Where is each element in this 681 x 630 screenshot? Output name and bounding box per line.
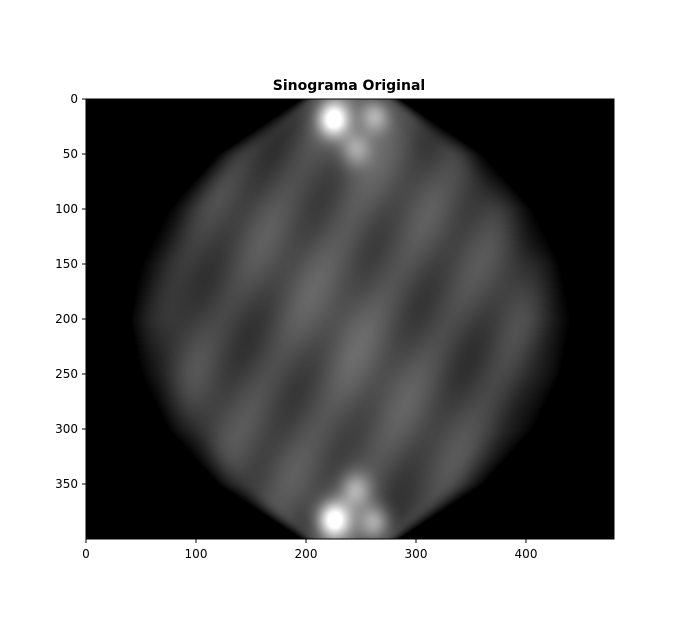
y-tick-label: 50: [63, 147, 78, 161]
x-tick-label: 400: [515, 547, 538, 561]
y-tick-label: 250: [55, 367, 78, 381]
y-tick-label: 100: [55, 202, 78, 216]
x-axis: 0 100 200 300 400: [82, 539, 537, 561]
x-tick-label: 0: [82, 547, 90, 561]
y-tick-label: 200: [55, 312, 78, 326]
y-tick-label: 300: [55, 422, 78, 436]
y-tick-label: 350: [55, 477, 78, 491]
y-axis: 0 50 100 150 200 250 300 350: [55, 92, 86, 491]
sinogram-image-holder: [86, 99, 614, 539]
y-tick-label: 150: [55, 257, 78, 271]
x-tick-label: 100: [185, 547, 208, 561]
x-tick-label: 200: [295, 547, 318, 561]
chart-title: Sinograma Original: [273, 78, 425, 94]
x-tick-label: 300: [405, 547, 428, 561]
y-tick-label: 0: [70, 92, 78, 106]
plot-area: [85, 98, 615, 540]
sinogram-heatmap: [86, 99, 614, 539]
